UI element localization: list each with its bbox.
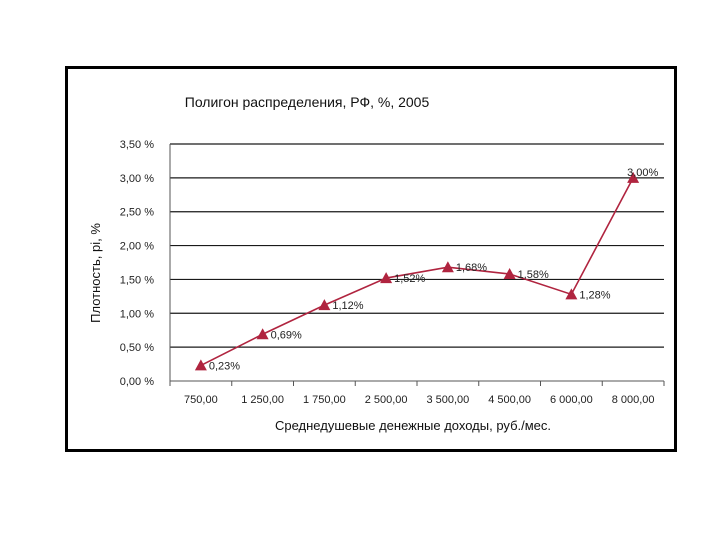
y-tick-label: 2,00 % bbox=[120, 241, 154, 253]
x-tick-label: 3 500,00 bbox=[426, 394, 469, 406]
data-point-marker bbox=[565, 288, 578, 300]
data-labels: 0,23% 0,69% 1,12% 1,52% 1,68% 1,58% 1,28% 3,00% bbox=[209, 167, 659, 373]
data-label: 1,68% bbox=[456, 262, 487, 274]
y-tick-label: 3,00 % bbox=[120, 173, 154, 185]
series-line-path bbox=[200, 177, 634, 367]
x-tick-label: 8 000,00 bbox=[612, 394, 655, 406]
series-line bbox=[200, 177, 634, 367]
data-label: 3,00% bbox=[627, 167, 658, 179]
y-tick-labels: 0,00 % 0,50 % 1,00 % 1,50 % 2,00 % 2,50 % 3,00… bbox=[120, 139, 154, 388]
data-point-marker bbox=[503, 268, 516, 280]
distribution-polygon-chart: Полигон распределения, РФ, %, 2005 Плотн… bbox=[88, 94, 665, 433]
data-label: 1,52% bbox=[394, 273, 425, 285]
data-point-marker bbox=[441, 261, 454, 273]
data-markers bbox=[194, 171, 640, 371]
data-label: 0,69% bbox=[271, 329, 302, 341]
data-label: 0,23% bbox=[209, 360, 240, 372]
x-tick-label: 2 500,00 bbox=[365, 394, 408, 406]
x-tick-label: 4 500,00 bbox=[488, 394, 531, 406]
data-point-marker bbox=[256, 328, 269, 340]
x-tick-label: 1 250,00 bbox=[241, 394, 284, 406]
data-point-marker bbox=[380, 272, 393, 284]
data-label: 1,58% bbox=[518, 269, 549, 281]
y-tick-label: 1,50 % bbox=[120, 274, 154, 286]
axes bbox=[169, 144, 665, 386]
data-point-marker bbox=[194, 359, 207, 371]
y-tick-label: 2,50 % bbox=[120, 207, 154, 219]
data-point-marker bbox=[318, 299, 331, 311]
x-tick-label: 6 000,00 bbox=[550, 394, 593, 406]
x-tick-labels: 750,00 1 250,00 1 750,00 2 500,00 3 500,00 4 … bbox=[184, 394, 654, 406]
x-axis-title: Среднедушевые денежные доходы, руб./мес. bbox=[275, 418, 551, 433]
data-label: 1,12% bbox=[332, 300, 363, 312]
y-axis-title: Плотность, pi, % bbox=[88, 223, 103, 323]
y-tick-label: 0,00 % bbox=[120, 376, 154, 388]
data-label: 1,28% bbox=[579, 289, 610, 301]
y-tick-label: 3,50 % bbox=[120, 139, 154, 151]
y-tick-label: 1,00 % bbox=[120, 308, 154, 320]
chart-title: Полигон распределения, РФ, %, 2005 bbox=[185, 94, 430, 110]
chart-frame: Полигон распределения, РФ, %, 2005 Плотн… bbox=[65, 66, 677, 452]
gridlines bbox=[170, 143, 664, 382]
data-point-marker bbox=[627, 171, 640, 183]
x-tick-label: 1 750,00 bbox=[303, 394, 346, 406]
y-tick-label: 0,50 % bbox=[120, 342, 154, 354]
x-tick-label: 750,00 bbox=[184, 394, 218, 406]
